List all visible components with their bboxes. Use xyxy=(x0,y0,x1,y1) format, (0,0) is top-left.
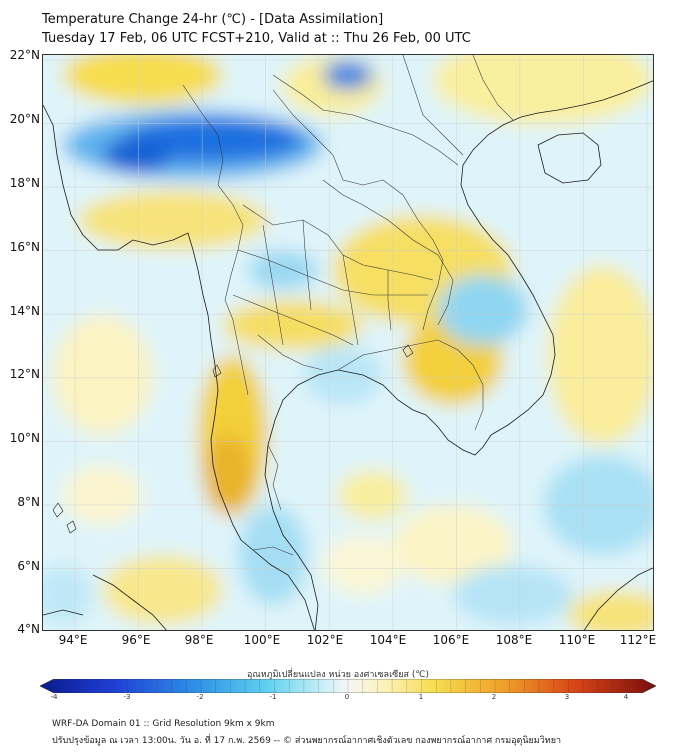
temperature-field xyxy=(43,55,653,630)
lat-label-4n: 4°N xyxy=(17,622,40,636)
lon-label-96e: 96°E xyxy=(121,633,151,647)
islands xyxy=(52,344,414,534)
colorbar-tick-2: 2 xyxy=(491,693,497,701)
lat-label-18n: 18°N xyxy=(9,176,40,190)
coastlines xyxy=(43,80,653,630)
lat-label-6n: 6°N xyxy=(17,559,40,573)
colorbar-tick-1: 1 xyxy=(418,693,424,701)
lon-label-112e: 112°E xyxy=(619,633,657,647)
colorbar xyxy=(40,679,656,693)
footer-model-info: WRF-DA Domain 01 :: Grid Resolution 9km … xyxy=(52,719,275,729)
colorbar-tick-3: 3 xyxy=(564,693,570,701)
lon-label-100e: 100°E xyxy=(243,633,281,647)
lon-label-104e: 104°E xyxy=(369,633,407,647)
lat-label-12n: 12°N xyxy=(9,367,40,381)
colorbar-tick-4: 4 xyxy=(623,693,629,701)
colorbar-tick-m3: -3 xyxy=(123,693,131,701)
lat-label-8n: 8°N xyxy=(17,495,40,509)
colorbar-tick-m4: -4 xyxy=(50,693,58,701)
lat-label-20n: 20°N xyxy=(9,112,40,126)
map-gridlines xyxy=(43,55,653,630)
lon-label-110e: 110°E xyxy=(558,633,596,647)
lat-label-22n: 22°N xyxy=(9,48,40,62)
lat-label-14n: 14°N xyxy=(9,304,40,318)
temperature-change-map xyxy=(42,54,654,631)
map-title: Temperature Change 24-hr (℃) - [Data Ass… xyxy=(42,12,384,27)
lat-label-10n: 10°N xyxy=(9,431,40,445)
lon-label-106e: 106°E xyxy=(432,633,470,647)
footer-credit: ปรับปรุงข้อมูล ณ เวลา 13:00น. วัน อ. ที่… xyxy=(52,736,562,746)
lon-label-108e: 108°E xyxy=(495,633,533,647)
lon-label-94e: 94°E xyxy=(58,633,88,647)
colorbar-tick-0: 0 xyxy=(344,693,350,701)
map-subtitle: Tuesday 17 Feb, 06 UTC FCST+210, Valid a… xyxy=(42,31,471,46)
colorbar-tick-m1: -1 xyxy=(269,693,277,701)
map-canvas xyxy=(43,55,653,630)
lon-label-102e: 102°E xyxy=(306,633,344,647)
lat-label-16n: 16°N xyxy=(9,240,40,254)
colorbar-tick-m2: -2 xyxy=(196,693,204,701)
colorbar-title: อุณหภูมิเปลี่ยนแปลง หน่วย องศาเซลเซียส (… xyxy=(246,670,430,680)
country-borders xyxy=(182,55,514,556)
lon-label-98e: 98°E xyxy=(184,633,214,647)
